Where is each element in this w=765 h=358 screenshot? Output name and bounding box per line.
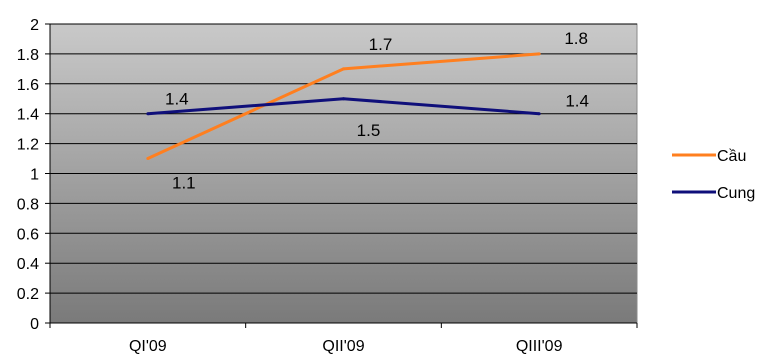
x-tick-label: QIII'09 [516, 338, 563, 355]
data-label: 1.1 [172, 174, 196, 193]
y-tick-label: 1.8 [17, 47, 39, 64]
data-label: 1.4 [565, 92, 589, 111]
series-lines [146, 52, 541, 161]
data-label: 1.5 [357, 121, 381, 140]
data-label: 1.4 [165, 90, 189, 109]
legend: Cầu Cung [672, 148, 755, 202]
x-tick-label: QI'09 [129, 338, 167, 355]
y-tick-label: 1 [30, 167, 39, 184]
legend-label: Cầu [717, 148, 746, 165]
data-point [342, 97, 345, 101]
data-point [342, 67, 345, 71]
y-tick-label: 0.2 [17, 286, 39, 303]
y-tick-label: 1.2 [17, 137, 39, 154]
data-point [537, 52, 541, 56]
data-label: 1.7 [369, 35, 393, 54]
y-axis-ticks: 0 0.2 0.4 0.6 0.8 1 1.2 1.4 1.6 1.8 2 [17, 17, 50, 333]
legend-label: Cung [717, 185, 755, 202]
y-tick-label: 1.4 [17, 107, 39, 124]
y-tick-label: 0 [30, 316, 39, 333]
x-tick-label: QII'09 [322, 338, 364, 355]
data-label: 1.8 [564, 29, 588, 48]
y-tick-label: 2 [30, 17, 39, 34]
data-point [537, 112, 541, 116]
y-tick-label: 0.8 [17, 196, 39, 213]
y-tick-label: 0.4 [17, 256, 39, 273]
data-point [146, 112, 150, 116]
x-axis-ticks: QI'09 QII'09 QIII'09 [49, 323, 638, 355]
data-point [146, 157, 150, 161]
y-tick-label: 1.6 [17, 77, 39, 94]
y-tick-label: 0.6 [17, 226, 39, 243]
data-labels: 1.1 1.7 1.8 1.4 1.5 1.4 [165, 29, 589, 193]
